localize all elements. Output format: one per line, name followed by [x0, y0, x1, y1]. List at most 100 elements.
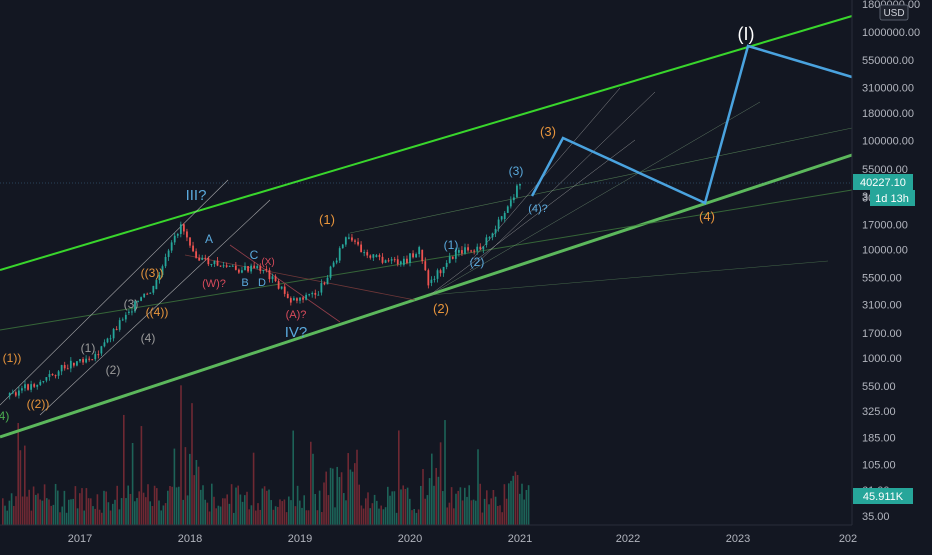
volume-bar — [6, 510, 8, 525]
volume-bar — [19, 450, 22, 525]
wave-label: (1)) — [3, 351, 22, 365]
volume-bar — [457, 490, 459, 525]
candle-body — [60, 365, 63, 372]
candle-body — [103, 342, 106, 347]
volume-bar — [285, 512, 288, 525]
candle-body — [106, 338, 109, 343]
candle-body — [277, 281, 280, 289]
volume-bar — [301, 507, 303, 525]
candle-body — [323, 283, 326, 285]
time-axis[interactable] — [0, 525, 932, 550]
volume-bar — [63, 490, 66, 525]
volume-bar — [492, 489, 495, 525]
volume-bar — [268, 489, 270, 525]
volume-bar — [428, 478, 431, 525]
candle-body — [179, 224, 182, 234]
volume-bar — [26, 496, 28, 525]
volume-bar — [514, 471, 517, 525]
candle-body — [48, 374, 51, 378]
time-tick-label: 2021 — [508, 533, 532, 545]
candle-body — [204, 257, 207, 259]
volume-bar — [292, 430, 294, 525]
wave-label: (3) — [540, 124, 556, 139]
price-badges: 40227.10 3 1d 13h 45.911K — [853, 174, 915, 504]
volume-bar — [125, 498, 127, 525]
volume-bar — [72, 498, 74, 525]
fan-line — [429, 101, 761, 296]
candle-body — [247, 266, 249, 272]
volume-bar — [483, 498, 486, 525]
volume-bar — [248, 509, 250, 525]
candle-body — [54, 375, 57, 377]
volume-bar — [334, 507, 336, 525]
volume-bar — [252, 452, 255, 525]
volume-bar — [92, 506, 94, 525]
volume-bar — [406, 487, 409, 525]
currency-button[interactable] — [879, 4, 909, 21]
candle-body — [286, 293, 289, 299]
candle-body — [189, 237, 191, 246]
candle-body — [427, 270, 430, 286]
volume-bar — [466, 496, 468, 525]
volume-bar — [120, 498, 123, 525]
candle-body — [259, 266, 262, 271]
wave-label: (4)? — [528, 203, 548, 215]
candle-body — [234, 265, 237, 270]
candle-body — [519, 183, 521, 186]
volume-bar — [307, 510, 310, 525]
volume-bar — [446, 507, 448, 525]
candle-body — [415, 254, 418, 258]
candle-body — [109, 338, 112, 340]
volume-bar — [367, 492, 369, 525]
price-axis[interactable] — [852, 0, 932, 525]
volume-bar — [169, 485, 171, 525]
fan-line — [429, 260, 829, 296]
volume-bar — [173, 448, 176, 525]
volume-bar — [156, 488, 158, 525]
volume-bar — [325, 471, 327, 525]
candle-body — [63, 365, 66, 369]
volume-bar — [510, 480, 512, 525]
wave-label: (1) — [81, 341, 96, 355]
volume-bar — [244, 495, 246, 525]
candle-body — [332, 262, 335, 267]
candle-body — [378, 255, 381, 257]
volume-bar — [455, 493, 457, 525]
candle-body — [182, 224, 185, 232]
candle-body — [320, 283, 323, 293]
volume-bar — [76, 508, 79, 525]
volume-bar — [343, 493, 345, 525]
price-tick-label: 10000.00 — [862, 244, 908, 256]
candle-body — [299, 297, 301, 301]
volume-bar — [274, 506, 277, 525]
volume-bar — [8, 500, 11, 525]
candle-body — [302, 297, 304, 300]
volume-bar — [195, 459, 198, 525]
volume-bar — [184, 447, 187, 525]
volume-text: 45.911K — [863, 491, 904, 503]
candle-body — [317, 294, 320, 296]
volume-bar — [2, 498, 4, 525]
candle-body — [509, 200, 512, 207]
candle-body — [289, 298, 292, 303]
volume-bar — [255, 510, 257, 525]
candle-body — [127, 311, 130, 313]
candle-body — [94, 354, 97, 360]
candle-body — [482, 246, 485, 250]
candle-body — [91, 359, 94, 361]
wave-label: (I) — [738, 24, 755, 44]
volume-bar — [376, 500, 378, 525]
volume-bar — [37, 493, 39, 525]
volume-bar — [404, 489, 407, 525]
volume-bar — [204, 499, 206, 525]
volume-bar — [393, 491, 396, 525]
volume-bar — [283, 499, 286, 525]
wave-label: B — [241, 277, 248, 289]
candle-body — [66, 368, 69, 370]
candle-body — [503, 212, 506, 220]
volume-bars — [2, 385, 530, 525]
volume-bar — [437, 476, 440, 525]
candle-body — [79, 359, 81, 362]
